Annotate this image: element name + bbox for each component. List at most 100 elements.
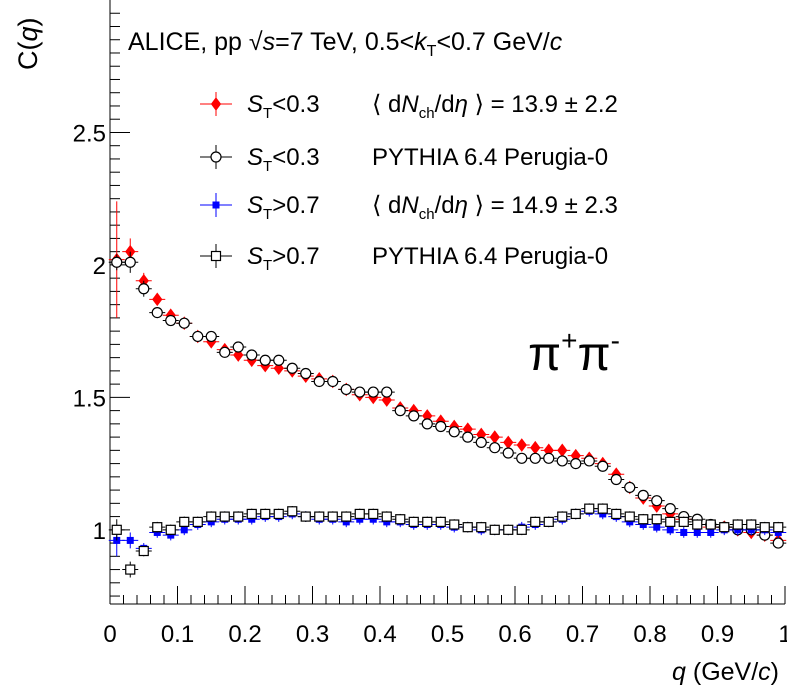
data-point: [666, 526, 674, 534]
data-point: [192, 516, 203, 527]
x-tick-label: 0.5: [431, 621, 464, 648]
data-point: [448, 426, 460, 438]
data-point: [273, 508, 284, 520]
data-point: [543, 452, 555, 464]
pair-annotation: π+π-: [528, 325, 620, 381]
data-point: [772, 537, 784, 549]
data-point: [300, 511, 311, 522]
data-point: [502, 447, 514, 459]
data-point: [692, 519, 703, 530]
data-point: [395, 514, 406, 525]
data-point: [611, 508, 622, 520]
y-tick-label: 1: [93, 518, 106, 545]
data-point: [341, 511, 352, 522]
data-point: [381, 511, 392, 522]
data-point: [570, 457, 582, 470]
data-point: [557, 443, 568, 458]
data-point: [570, 508, 581, 520]
y-tick-label: 2: [93, 253, 106, 280]
data-point: [111, 524, 122, 535]
data-point: [367, 386, 379, 398]
data-point: [205, 330, 217, 343]
legend-entry: ST>0.7 ⟨ dNch/dη ⟩ = 14.9 ± 2.3: [200, 192, 618, 223]
data-point: [543, 516, 554, 527]
data-point: [368, 508, 379, 520]
data-point: [381, 386, 393, 398]
legend-label: ST<0.3 ⟨ dNch/dη ⟩ = 13.9 ± 2.2: [247, 91, 618, 122]
x-tick-label: 0: [103, 621, 116, 648]
data-point: [584, 503, 595, 514]
data-point: [476, 522, 487, 533]
series-3: [108, 503, 787, 578]
data-point: [286, 362, 298, 374]
data-point: [680, 528, 688, 536]
data-point: [462, 431, 474, 443]
data-point: [624, 511, 635, 522]
legend-marker: [210, 97, 222, 111]
legend-marker: [210, 250, 222, 262]
data-point: [124, 256, 136, 268]
legend-label: ST<0.3 PYTHIA 6.4 Perugia-0: [247, 144, 608, 175]
data-point: [503, 524, 514, 535]
x-tick-label: 0.4: [363, 621, 396, 648]
legend-entry: ST<0.3 ⟨ dNch/dη ⟩ = 13.9 ± 2.2: [200, 91, 618, 122]
data-point: [516, 524, 527, 535]
data-point: [665, 516, 676, 527]
data-point: [179, 516, 190, 527]
data-point: [206, 511, 217, 522]
data-point: [435, 420, 447, 433]
data-points: [108, 201, 787, 578]
data-point: [408, 516, 419, 527]
data-point: [394, 405, 406, 417]
data-point: [354, 508, 365, 520]
data-point: [232, 341, 244, 353]
data-point: [583, 455, 595, 467]
x-tick-label: 1: [778, 621, 787, 648]
data-point: [678, 516, 689, 527]
x-tick-label: 0.6: [498, 621, 531, 648]
data-point: [516, 452, 528, 464]
legend-marker: [210, 151, 222, 163]
series-1: [108, 251, 787, 549]
data-point: [610, 473, 622, 486]
data-point: [489, 524, 500, 535]
data-point: [707, 528, 715, 536]
x-tick-label: 0.1: [161, 621, 194, 648]
data-point: [126, 536, 134, 544]
data-point: [746, 519, 757, 530]
x-tick-label: 0.2: [228, 621, 261, 648]
x-tick-label: 0.7: [566, 621, 599, 648]
x-axis-label: q (GeV/c): [672, 658, 779, 686]
data-point: [314, 511, 325, 522]
data-point: [637, 489, 649, 501]
data-point: [475, 436, 487, 449]
data-point: [759, 522, 770, 533]
data-point: [421, 418, 433, 430]
data-point: [260, 508, 271, 520]
data-point: [273, 354, 285, 366]
data-point: [651, 495, 663, 507]
data-point: [354, 386, 366, 398]
data-point: [246, 349, 258, 361]
data-point: [489, 430, 500, 444]
data-point: [556, 455, 568, 467]
data-point: [719, 522, 730, 533]
data-point: [340, 383, 352, 396]
legend: ST<0.3 ⟨ dNch/dη ⟩ = 13.9 ± 2.2 ST<0.3 PYTH…: [200, 91, 618, 274]
data-point: [597, 503, 608, 514]
data-point: [165, 524, 176, 535]
legend-entry: ST<0.3 PYTHIA 6.4 Perugia-0: [200, 144, 608, 175]
data-point: [327, 375, 339, 388]
data-point: [529, 452, 541, 464]
data-point: [233, 511, 244, 522]
data-point: [178, 317, 190, 329]
data-point: [327, 511, 338, 522]
data-point: [597, 460, 609, 472]
data-point: [246, 508, 257, 520]
legend-entry: ST>0.7 PYTHIA 6.4 Perugia-0: [200, 243, 608, 274]
data-point: [422, 516, 433, 527]
data-point: [773, 522, 784, 533]
data-point: [151, 306, 163, 319]
data-point: [152, 522, 163, 533]
data-point: [138, 283, 150, 295]
